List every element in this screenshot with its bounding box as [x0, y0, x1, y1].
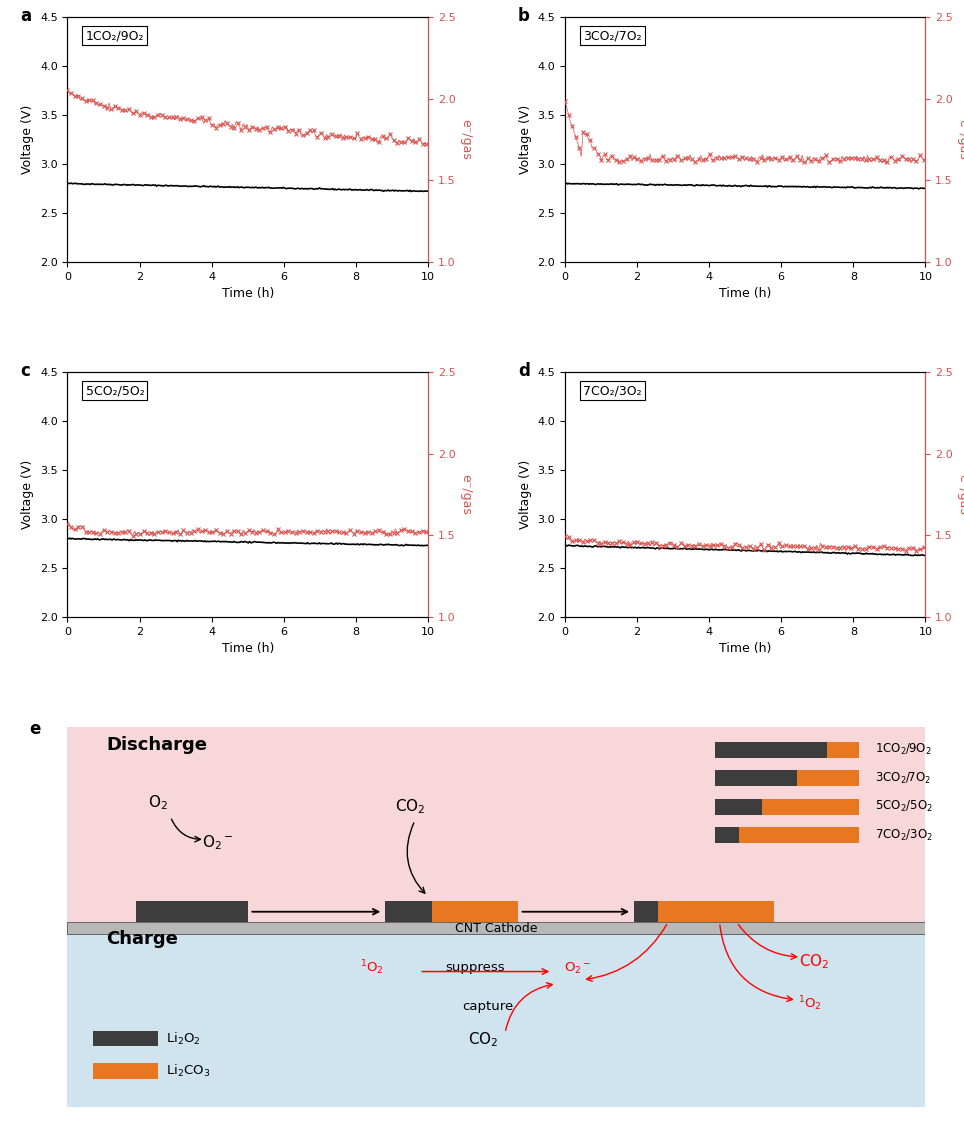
Text: a: a: [20, 7, 32, 25]
Text: 1CO₂/9O₂: 1CO₂/9O₂: [86, 29, 144, 42]
Bar: [136, 901, 248, 922]
X-axis label: Time (h): Time (h): [719, 643, 771, 655]
Bar: [796, 770, 859, 786]
Text: capture: capture: [463, 1000, 514, 1014]
Y-axis label: Voltage (V): Voltage (V): [519, 105, 532, 174]
Bar: [715, 742, 827, 758]
Bar: [432, 901, 518, 922]
Bar: [715, 770, 796, 786]
Text: 5CO$_2$/5O$_2$: 5CO$_2$/5O$_2$: [874, 799, 933, 814]
Bar: [67, 727, 925, 928]
Text: b: b: [518, 7, 530, 25]
Text: Li$_2$O$_2$: Li$_2$O$_2$: [166, 1031, 201, 1046]
Bar: [739, 827, 859, 843]
Bar: [67, 922, 925, 934]
Text: CNT Cathode: CNT Cathode: [455, 922, 538, 935]
Text: $^1$O$_2$: $^1$O$_2$: [361, 959, 384, 977]
Bar: [94, 1031, 157, 1046]
Bar: [385, 901, 432, 922]
Text: e: e: [29, 719, 40, 737]
Text: $^1$O$_2$: $^1$O$_2$: [797, 995, 821, 1013]
Y-axis label: Voltage (V): Voltage (V): [21, 460, 35, 529]
Text: 1CO$_2$/9O$_2$: 1CO$_2$/9O$_2$: [874, 742, 931, 758]
X-axis label: Time (h): Time (h): [222, 287, 274, 300]
X-axis label: Time (h): Time (h): [719, 287, 771, 300]
Bar: [633, 901, 657, 922]
Text: Discharge: Discharge: [106, 736, 207, 754]
Y-axis label: Voltage (V): Voltage (V): [519, 460, 532, 529]
Text: 7CO$_2$/3O$_2$: 7CO$_2$/3O$_2$: [874, 827, 933, 843]
Text: O$_2$: O$_2$: [147, 794, 168, 812]
Y-axis label: e⁻/gas: e⁻/gas: [459, 474, 472, 515]
Text: CO$_2$: CO$_2$: [798, 953, 829, 971]
Bar: [763, 799, 859, 815]
Text: d: d: [518, 362, 530, 380]
Text: suppress: suppress: [445, 961, 505, 975]
Text: O$_2$$^-$: O$_2$$^-$: [564, 961, 592, 977]
Bar: [715, 799, 763, 815]
Text: CO$_2$: CO$_2$: [469, 1031, 498, 1049]
Text: 7CO₂/3O₂: 7CO₂/3O₂: [583, 384, 642, 398]
Text: 5CO₂/5O₂: 5CO₂/5O₂: [86, 384, 145, 398]
Text: Charge: Charge: [106, 930, 178, 948]
Bar: [657, 901, 773, 922]
Text: c: c: [20, 362, 31, 380]
Text: CO$_2$: CO$_2$: [395, 797, 426, 816]
X-axis label: Time (h): Time (h): [222, 643, 274, 655]
Y-axis label: e⁻/gas: e⁻/gas: [956, 119, 964, 160]
Y-axis label: Voltage (V): Voltage (V): [21, 105, 35, 174]
Text: 3CO₂/7O₂: 3CO₂/7O₂: [583, 29, 642, 42]
Text: Li$_2$CO$_3$: Li$_2$CO$_3$: [166, 1063, 210, 1079]
Bar: [67, 928, 925, 1107]
Bar: [827, 742, 859, 758]
Text: 3CO$_2$/7O$_2$: 3CO$_2$/7O$_2$: [874, 771, 931, 786]
Bar: [94, 1063, 157, 1079]
Y-axis label: e⁻/gas: e⁻/gas: [956, 474, 964, 515]
Y-axis label: e⁻/gas: e⁻/gas: [459, 119, 472, 160]
Text: O$_2$$^-$: O$_2$$^-$: [201, 833, 233, 852]
Bar: [715, 827, 739, 843]
